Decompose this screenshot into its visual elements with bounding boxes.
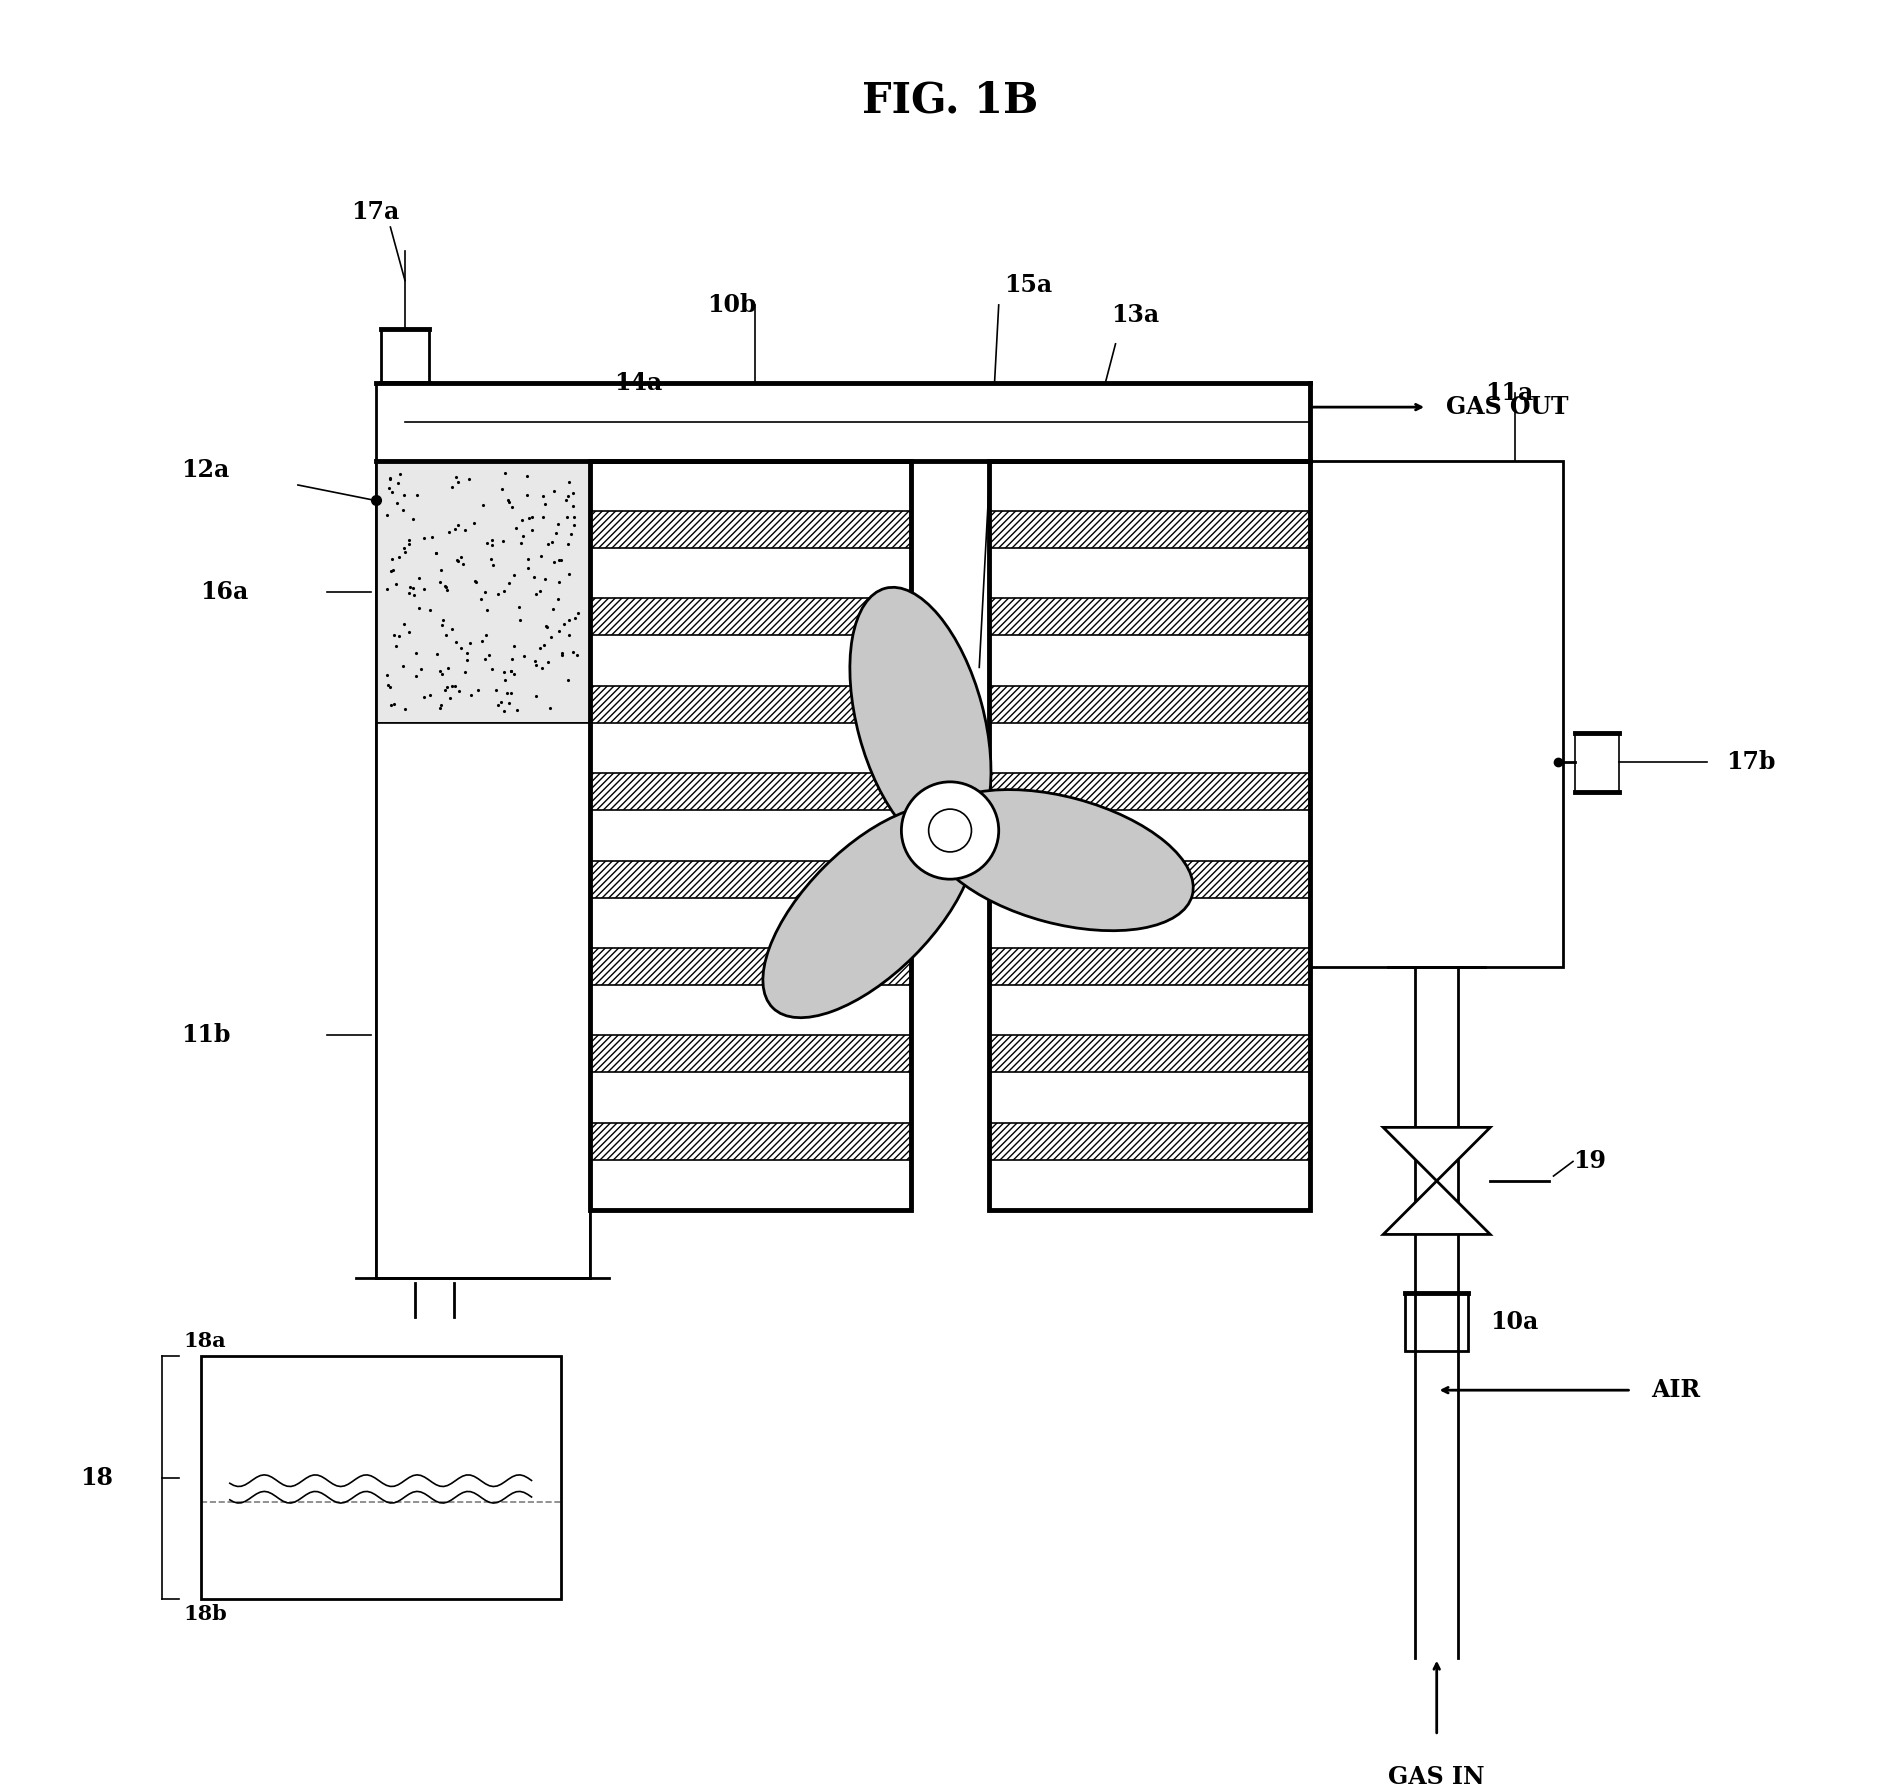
Text: 17b: 17b (1727, 750, 1776, 775)
Bar (590, 1123, 912, 1159)
Ellipse shape (764, 805, 975, 1018)
Text: 14a: 14a (615, 370, 663, 395)
Text: 18a: 18a (183, 1331, 227, 1351)
Bar (988, 861, 1310, 898)
Text: 10b: 10b (706, 293, 756, 317)
Bar (590, 773, 912, 810)
Bar (590, 599, 912, 635)
Text: 13a: 13a (1110, 302, 1160, 327)
Text: 11b: 11b (181, 1023, 230, 1047)
Bar (988, 512, 1310, 547)
Bar (988, 773, 1310, 810)
Bar (988, 1036, 1310, 1072)
Bar (1575, 733, 1618, 791)
Bar (590, 685, 912, 723)
Text: GAS OUT: GAS OUT (1447, 395, 1569, 419)
Bar (590, 861, 912, 898)
Bar (381, 329, 428, 383)
Text: AIR: AIR (1651, 1378, 1700, 1403)
Text: 15a: 15a (1003, 274, 1053, 297)
Text: 12a: 12a (181, 458, 228, 483)
Bar (375, 723, 590, 1277)
Bar (988, 948, 1310, 986)
Circle shape (929, 809, 971, 852)
Bar (1310, 460, 1563, 966)
Text: 19: 19 (1573, 1150, 1605, 1174)
Bar (988, 1123, 1310, 1159)
Bar (375, 460, 590, 723)
Bar (375, 383, 1310, 460)
Text: 18: 18 (80, 1465, 112, 1490)
Bar (988, 460, 1310, 1209)
Text: GAS IN: GAS IN (1388, 1766, 1485, 1789)
Text: FIG. 1B: FIG. 1B (863, 79, 1038, 122)
Text: 17a: 17a (352, 200, 400, 224)
Ellipse shape (927, 789, 1194, 930)
Text: 18b: 18b (183, 1605, 227, 1624)
Bar (200, 1356, 560, 1599)
Bar (988, 685, 1310, 723)
Text: 11a: 11a (1485, 381, 1533, 404)
Bar (590, 948, 912, 986)
Circle shape (901, 782, 1000, 878)
Bar (1405, 1293, 1468, 1351)
Bar (590, 1036, 912, 1072)
Polygon shape (1382, 1181, 1491, 1234)
Bar (988, 599, 1310, 635)
Ellipse shape (849, 587, 990, 853)
Bar (590, 460, 912, 1209)
Polygon shape (1382, 1127, 1491, 1181)
Text: 10a: 10a (1491, 1310, 1538, 1335)
Text: 16a: 16a (200, 580, 249, 605)
Bar (590, 512, 912, 547)
